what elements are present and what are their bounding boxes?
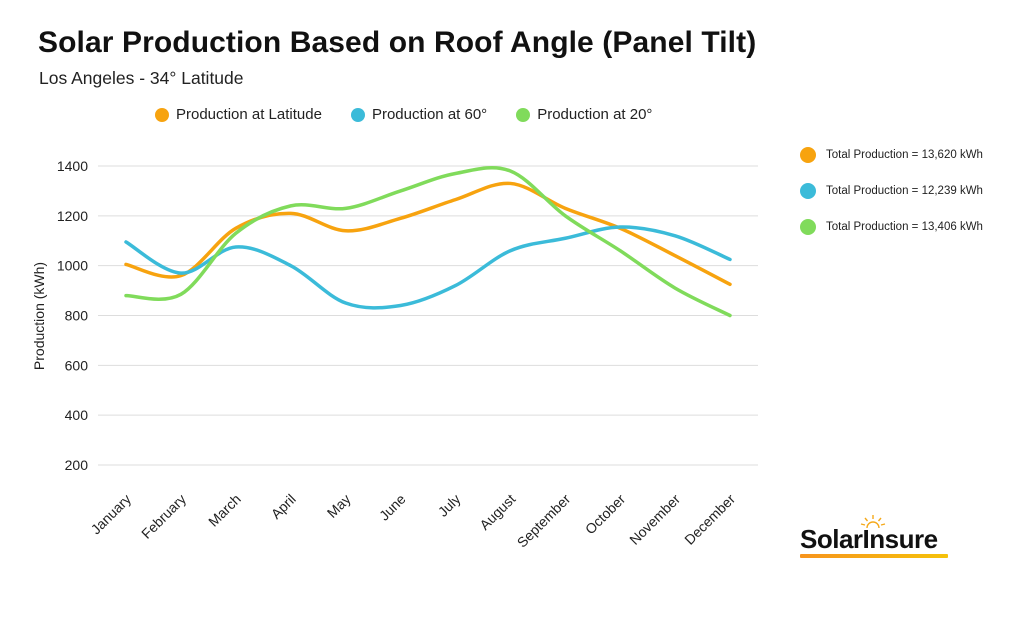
y-axis-title: Production (kWh) bbox=[31, 262, 47, 370]
total-latitude: Total Production = 13,620 kWh bbox=[800, 146, 983, 164]
legend-item-60: Production at 60° bbox=[350, 106, 488, 123]
x-tick-label: February bbox=[138, 491, 189, 542]
solarinsure-logo: SolarInsure bbox=[800, 515, 950, 560]
total-swatch-latitude bbox=[800, 147, 816, 163]
legend-item-20: Production at 20° bbox=[516, 106, 652, 123]
x-tick-label: March bbox=[205, 491, 244, 530]
y-tick-label: 200 bbox=[65, 457, 89, 473]
x-tick-label: November bbox=[626, 491, 683, 548]
total-swatch-60 bbox=[800, 183, 816, 199]
x-tick-label: September bbox=[514, 491, 574, 551]
x-tick-label: December bbox=[681, 491, 738, 548]
sun-icon bbox=[860, 515, 886, 529]
x-tick-label: July bbox=[435, 491, 464, 520]
y-tick-label: 1200 bbox=[57, 208, 88, 224]
legend: Production at Latitude Production at 60°… bbox=[155, 106, 681, 123]
logo-underline bbox=[800, 554, 948, 558]
y-tick-label: 1000 bbox=[57, 258, 88, 274]
legend-label-60: Production at 60° bbox=[371, 106, 488, 123]
series-line-latitude bbox=[124, 181, 732, 287]
total-label-latitude: Total Production = 13,620 kWh bbox=[826, 149, 983, 161]
total-60: Total Production = 12,239 kWh bbox=[800, 182, 983, 200]
logo-text: SolarInsure bbox=[800, 524, 938, 554]
chart-title: Solar Production Based on Roof Angle (Pa… bbox=[38, 26, 757, 59]
legend-swatch-20 bbox=[516, 107, 531, 122]
x-tick-label: August bbox=[476, 491, 518, 533]
total-20: Total Production = 13,406 kWh bbox=[800, 218, 983, 236]
y-tick-label: 600 bbox=[65, 357, 89, 373]
legend-item-latitude: Production at Latitude bbox=[155, 106, 322, 123]
totals-panel: Total Production = 13,620 kWh Total Prod… bbox=[800, 146, 983, 254]
x-tick-label: May bbox=[324, 491, 354, 521]
series-line-60 bbox=[124, 225, 732, 310]
legend-label-20: Production at 20° bbox=[537, 106, 653, 123]
y-tick-label: 800 bbox=[65, 308, 89, 324]
x-tick-label: April bbox=[268, 491, 299, 522]
legend-label-latitude: Production at Latitude bbox=[176, 106, 322, 123]
chart-subtitle: Los Angeles - 34° Latitude bbox=[39, 68, 244, 88]
x-tick-label: October bbox=[582, 491, 629, 538]
x-tick-label: June bbox=[376, 491, 409, 524]
total-label-60: Total Production = 12,239 kWh bbox=[826, 185, 983, 197]
total-swatch-20 bbox=[800, 219, 816, 235]
total-label-20: Total Production = 13,406 kWh bbox=[826, 221, 983, 233]
x-tick-label: January bbox=[88, 491, 135, 538]
y-tick-label: 1400 bbox=[57, 158, 88, 174]
series-line-20 bbox=[124, 166, 732, 318]
legend-swatch-60 bbox=[350, 107, 365, 122]
legend-swatch-latitude bbox=[155, 107, 169, 122]
y-tick-label: 400 bbox=[65, 407, 89, 423]
